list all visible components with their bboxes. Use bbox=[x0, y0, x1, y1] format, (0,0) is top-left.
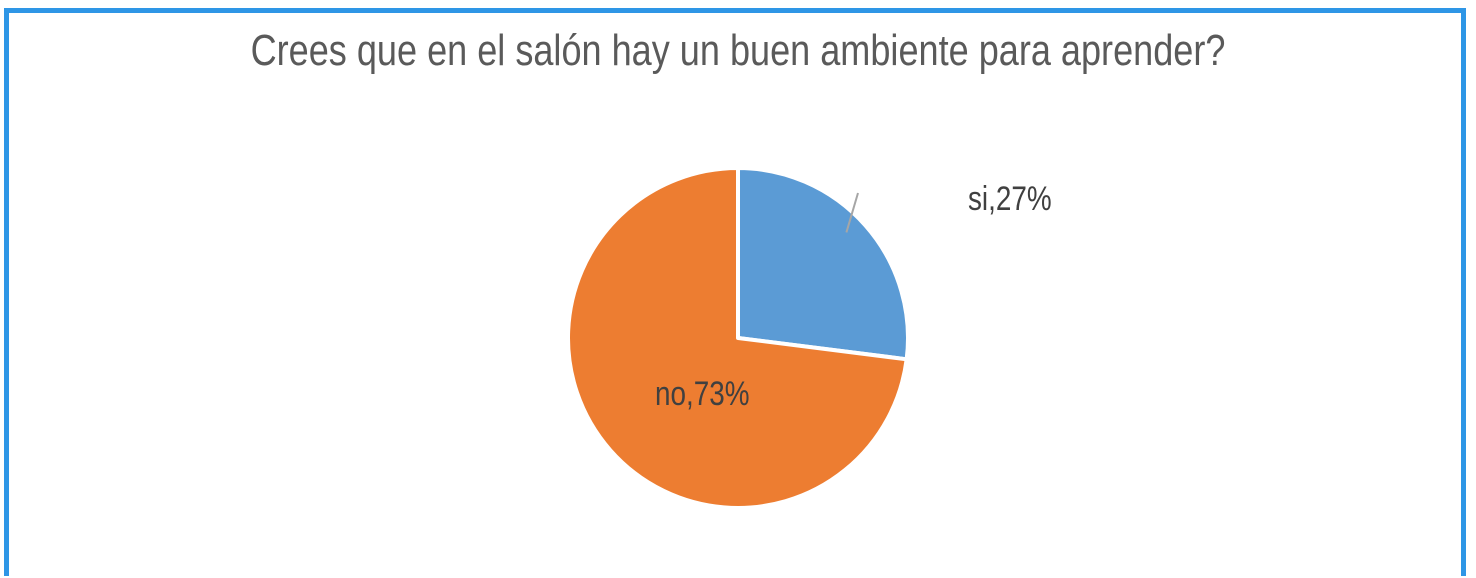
pie-slice-si bbox=[736, 166, 910, 362]
leader-line-si bbox=[845, 192, 859, 233]
data-label-no: no,73% bbox=[655, 374, 750, 412]
pie-slice-no bbox=[566, 166, 909, 510]
data-label-si: si,27% bbox=[968, 179, 1052, 217]
chart-title: Crees que en el salón hay un buen ambien… bbox=[250, 26, 1226, 75]
